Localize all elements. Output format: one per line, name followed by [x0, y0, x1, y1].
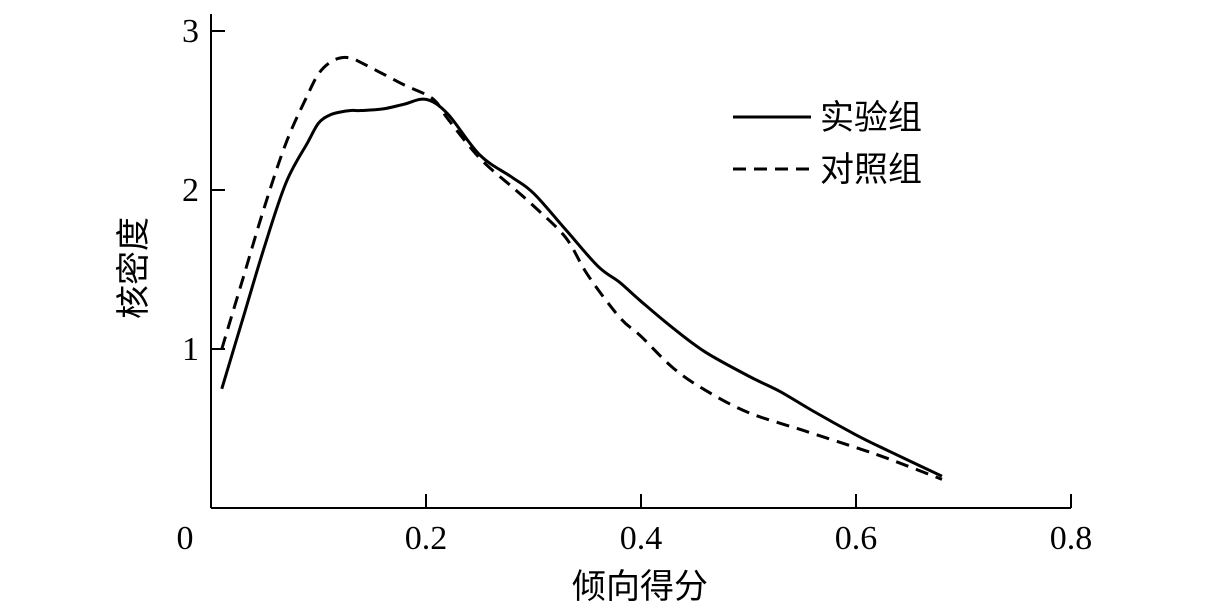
y-axis-title: 核密度	[114, 217, 154, 319]
series-line-treatment	[220, 97, 943, 478]
legend-label: 实验组	[820, 98, 922, 138]
y-tick-label: 3	[182, 13, 199, 50]
x-tick-label: 0	[177, 520, 194, 557]
series-group	[220, 55, 943, 481]
x-tick-label: 0.8	[1050, 520, 1093, 557]
x-tick-label: 0.6	[835, 520, 878, 557]
legend-label: 对照组	[820, 150, 922, 190]
y-tick-label: 1	[182, 331, 199, 368]
x-axis-title: 倾向得分	[572, 567, 708, 607]
series-line-control	[220, 55, 943, 481]
axes: 0 0.2 0.4 0.6 0.8 1 2 3	[177, 13, 1093, 557]
x-tick-label: 0.2	[405, 520, 448, 557]
y-tick-label: 2	[182, 172, 199, 209]
x-tick-label: 0.4	[620, 520, 663, 557]
